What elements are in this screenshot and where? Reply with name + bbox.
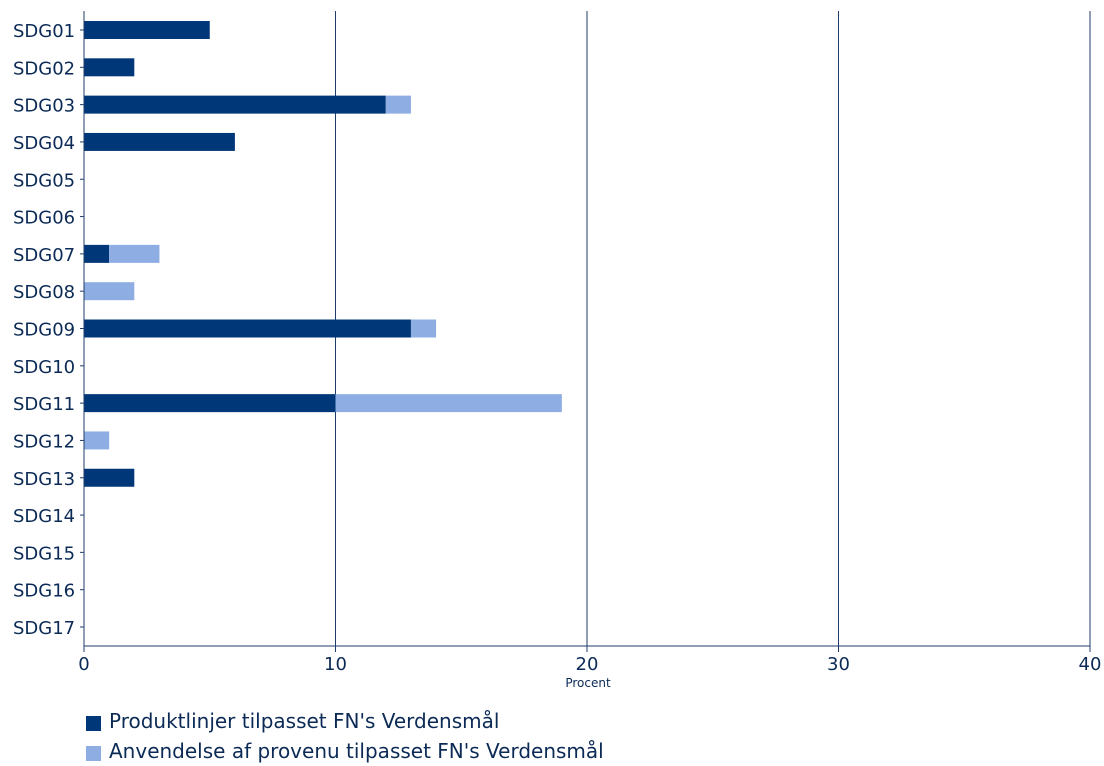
y-tick-label-sdg01: SDG01 — [13, 21, 75, 42]
chart-svg: SDG01 SDG02 SDG03 SDG04 SDG05 SDG06 SDG07 SDG08… — [13, 11, 1101, 690]
x-tick-label-40: 40 — [1079, 654, 1102, 675]
bar-sdg03-series-1 — [385, 95, 411, 114]
y-tick-label-sdg16: SDG16 — [13, 581, 75, 602]
legend-swatch-produktlinjer — [86, 716, 101, 731]
x-tick-label-10: 10 — [324, 654, 347, 675]
bar-sdg02-series-0 — [84, 58, 135, 77]
bar-sdg11-series-0 — [84, 394, 336, 413]
y-tick-label-sdg03: SDG03 — [13, 96, 75, 117]
y-tick-label-sdg06: SDG06 — [13, 208, 75, 229]
legend-item-produktlinjer: Produktlinjer tilpasset FN's Verdensmål — [86, 706, 604, 736]
bar-sdg04-series-0 — [84, 132, 235, 151]
bar-sdg07-series-0 — [84, 244, 110, 263]
gridlines — [335, 11, 1091, 646]
legend-label-produktlinjer: Produktlinjer tilpasset FN's Verdensmål — [109, 709, 500, 733]
legend-label-anvendelse: Anvendelse af provenu tilpasset FN's Ver… — [109, 739, 604, 763]
x-tick-label-0: 0 — [78, 654, 89, 675]
bar-sdg03-series-0 — [84, 95, 386, 114]
bar-sdg07-series-1 — [109, 244, 160, 263]
y-tick-label-sdg07: SDG07 — [13, 245, 75, 266]
bar-sdg13-series-0 — [84, 468, 135, 487]
y-tick-label-sdg10: SDG10 — [13, 357, 75, 378]
bar-sdg11-series-1 — [335, 394, 562, 413]
legend-swatch-anvendelse — [86, 746, 101, 761]
legend-item-anvendelse: Anvendelse af provenu tilpasset FN's Ver… — [86, 736, 604, 766]
bar-sdg09-series-1 — [410, 319, 437, 338]
y-tick-label-sdg02: SDG02 — [13, 58, 75, 79]
bar-sdg09-series-0 — [84, 319, 411, 338]
y-tick-label-sdg14: SDG14 — [13, 506, 75, 527]
x-axis-label: Procent — [565, 676, 611, 690]
y-tick-label-sdg05: SDG05 — [13, 170, 75, 191]
y-tick-label-sdg13: SDG13 — [13, 469, 75, 490]
x-tick-label-20: 20 — [576, 654, 599, 675]
y-tick-label-sdg15: SDG15 — [13, 543, 75, 564]
bar-sdg12-series-1 — [84, 431, 110, 450]
y-tick-label-sdg09: SDG09 — [13, 320, 75, 341]
x-tick-labels: 0 10 20 30 40 — [78, 654, 1101, 675]
legend: Produktlinjer tilpasset FN's Verdensmål … — [86, 706, 604, 766]
y-tick-label-sdg08: SDG08 — [13, 282, 75, 303]
axes — [80, 11, 1091, 652]
bar-sdg08-series-1 — [84, 282, 135, 301]
bars — [84, 21, 562, 487]
y-tick-label-sdg04: SDG04 — [13, 133, 75, 154]
x-tick-label-30: 30 — [827, 654, 850, 675]
y-tick-label-sdg12: SDG12 — [13, 431, 75, 452]
y-tick-labels: SDG01 SDG02 SDG03 SDG04 SDG05 SDG06 SDG07 SDG08… — [13, 21, 75, 639]
bar-sdg01-series-0 — [84, 21, 210, 39]
y-tick-label-sdg11: SDG11 — [13, 394, 75, 415]
y-tick-label-sdg17: SDG17 — [13, 618, 75, 639]
